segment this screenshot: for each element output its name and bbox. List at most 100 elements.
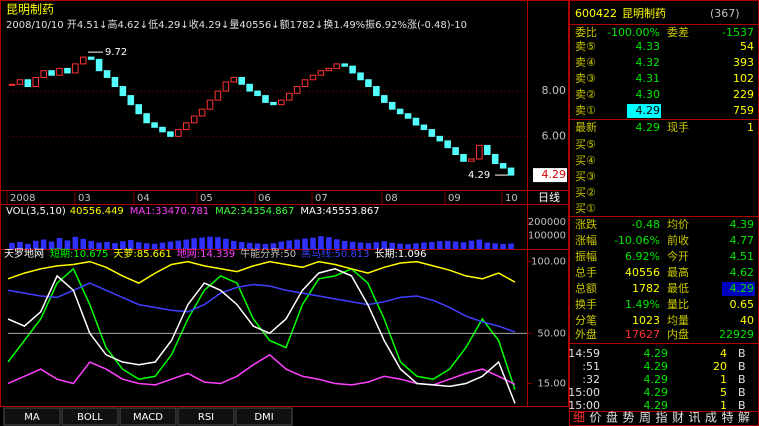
trade-volume: 4	[720, 347, 727, 360]
tab-label[interactable]: RSI	[198, 412, 214, 423]
volume-bar	[476, 239, 483, 249]
candle	[341, 63, 348, 67]
quote-cell: 4.29	[636, 121, 661, 134]
y-tick-label: 15.00	[537, 378, 566, 389]
trade-side: B	[738, 386, 746, 399]
volume-bar	[278, 241, 285, 249]
candle	[198, 108, 206, 117]
indicator-title: 天罗地网	[4, 247, 44, 260]
side-tab[interactable]: 势	[623, 411, 635, 425]
volume-bar	[191, 238, 197, 249]
tab[interactable]	[3, 407, 61, 426]
volume-bar	[357, 242, 364, 249]
candle	[444, 140, 451, 149]
volume-bar	[223, 238, 229, 249]
volume-bar	[302, 238, 308, 249]
stock-title: 昆明制药	[6, 3, 54, 17]
volume-bar	[40, 239, 47, 249]
quote-cell: 40	[740, 314, 754, 327]
last-price-box	[533, 168, 567, 183]
quote-cell: 4.77	[730, 234, 755, 247]
candle	[436, 135, 444, 142]
quote-cell: 总手	[575, 265, 597, 279]
candle	[404, 113, 412, 119]
side-tab[interactable]: 价	[590, 411, 602, 425]
indicator-legend: 短期:10.675	[50, 247, 108, 260]
candle	[64, 67, 71, 74]
vol-legend: 40556.449	[70, 206, 124, 217]
trade-time: 15:00	[568, 386, 600, 399]
tab[interactable]	[177, 407, 235, 426]
side-tab[interactable]: 指	[656, 410, 668, 425]
quote-code: 600422	[575, 7, 617, 20]
quote-cell: 4.29	[730, 282, 755, 295]
candle	[270, 101, 277, 106]
candle	[159, 126, 166, 133]
candle	[151, 122, 158, 128]
trade-price: 4.29	[644, 399, 669, 412]
volume-bar	[492, 243, 498, 249]
volume-bar	[429, 241, 435, 249]
volume-bar	[468, 240, 475, 249]
tab-label[interactable]: BOLL	[77, 412, 103, 423]
side-tab[interactable]: 特	[722, 410, 734, 425]
x-tick-label: 03	[78, 193, 91, 204]
candle	[127, 95, 135, 106]
quote-cell: 1.49%	[625, 298, 660, 311]
trade-side: B	[738, 347, 746, 360]
side-tab[interactable]: 周	[639, 411, 651, 425]
volume-bar	[270, 243, 277, 249]
volume-bar	[128, 240, 134, 249]
quote-cell: 涨跌	[575, 217, 597, 231]
ask-volume: 102	[733, 72, 754, 85]
side-tab[interactable]: 财	[672, 411, 684, 425]
candle	[135, 104, 142, 115]
candle	[167, 131, 174, 137]
side-tab[interactable]: 盘	[606, 410, 618, 425]
trade-time: 14:59	[568, 347, 600, 360]
volume-bar	[104, 241, 110, 249]
volume-bar	[32, 240, 39, 249]
quote-cell: 最高	[667, 265, 689, 279]
bid-label: 买④	[575, 154, 596, 167]
side-tab[interactable]: 讯	[689, 411, 701, 425]
quote-cell: 最新	[575, 120, 597, 134]
trade-price: 4.29	[644, 373, 669, 386]
quote-cell: 现手	[667, 120, 689, 134]
tab[interactable]	[235, 407, 293, 426]
trade-volume: 20	[713, 360, 727, 373]
tab-label[interactable]: MA	[24, 412, 40, 423]
tab[interactable]	[61, 407, 119, 426]
candle	[325, 67, 333, 72]
side-tab[interactable]: 解	[738, 411, 750, 425]
volume-bar	[238, 241, 245, 249]
tab-label[interactable]: DMI	[254, 412, 273, 423]
volume-bar	[207, 236, 213, 249]
candle	[262, 95, 269, 103]
volume-bar	[405, 244, 411, 249]
candle	[8, 83, 16, 86]
quote-cell: 1023	[632, 314, 660, 327]
quote-cell: 4.51	[730, 250, 755, 263]
x-tick-label: 10	[505, 193, 518, 204]
candle	[293, 86, 301, 94]
volume-bar	[246, 242, 253, 249]
candle	[365, 79, 372, 88]
side-tab[interactable]: 成	[705, 411, 717, 425]
volume-bar	[151, 243, 158, 249]
tab-label[interactable]: MACD	[133, 412, 163, 423]
bid-label: 买③	[575, 170, 596, 183]
ask-label: 卖⑤	[575, 40, 596, 53]
vol-title: VOL(3,5,10)	[6, 206, 66, 217]
side-tab[interactable]: 细	[573, 411, 585, 425]
candle	[285, 92, 293, 101]
tab[interactable]	[119, 407, 177, 426]
candle	[420, 124, 428, 131]
candle	[182, 122, 190, 131]
volume-bar	[500, 243, 506, 249]
ask-price: 4.31	[636, 72, 661, 85]
quote-cell: 内盘	[667, 327, 689, 341]
volume-bar	[112, 243, 118, 249]
